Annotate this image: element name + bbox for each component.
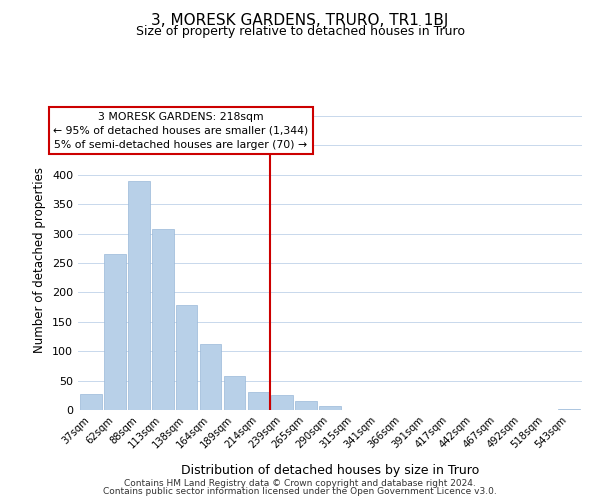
Bar <box>558 409 580 410</box>
Bar <box>319 406 341 410</box>
X-axis label: Distribution of detached houses by size in Truro: Distribution of detached houses by size … <box>181 464 479 477</box>
Bar <box>271 396 293 410</box>
Bar <box>152 229 173 410</box>
Text: Contains public sector information licensed under the Open Government Licence v3: Contains public sector information licen… <box>103 488 497 496</box>
Bar <box>80 394 102 410</box>
Bar <box>176 306 197 410</box>
Text: Contains HM Land Registry data © Crown copyright and database right 2024.: Contains HM Land Registry data © Crown c… <box>124 478 476 488</box>
Bar <box>200 344 221 410</box>
Text: 3, MORESK GARDENS, TRURO, TR1 1BJ: 3, MORESK GARDENS, TRURO, TR1 1BJ <box>151 12 449 28</box>
Bar <box>128 180 149 410</box>
Text: 3 MORESK GARDENS: 218sqm
← 95% of detached houses are smaller (1,344)
5% of semi: 3 MORESK GARDENS: 218sqm ← 95% of detach… <box>53 112 308 150</box>
Bar <box>104 254 126 410</box>
Y-axis label: Number of detached properties: Number of detached properties <box>34 167 46 353</box>
Bar <box>248 392 269 410</box>
Bar <box>295 401 317 410</box>
Bar <box>224 376 245 410</box>
Text: Size of property relative to detached houses in Truro: Size of property relative to detached ho… <box>136 25 464 38</box>
